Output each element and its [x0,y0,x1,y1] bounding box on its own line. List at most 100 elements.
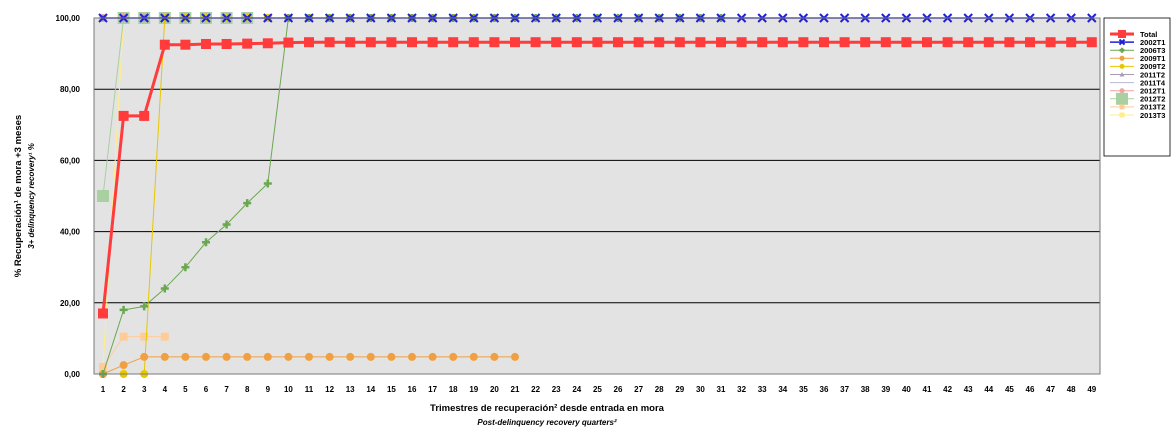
legend-label: 2012T2 [1140,95,1165,104]
data-point [202,352,210,361]
data-point [1119,104,1125,110]
data-point [942,37,953,48]
data-point [490,352,499,361]
series-2009t1 [99,352,519,378]
data-point [736,37,747,48]
x-tick-label: 10 [284,385,293,394]
data-point [324,37,335,48]
x-tick-label: 19 [469,385,478,394]
x-tick-label: 46 [1026,385,1035,394]
data-point [674,37,685,48]
data-point [160,284,169,293]
legend-label: 2002T1 [1140,38,1165,47]
series-2013t2 [99,332,169,371]
data-point [118,110,129,121]
data-point [140,352,149,361]
data-point [1119,88,1125,94]
x-tick-label: 18 [449,385,458,394]
data-point [119,332,128,341]
data-point [1119,63,1125,69]
legend-item-2009t1: 2009T1 [1110,54,1165,63]
data-point [140,332,149,341]
data-point [159,39,170,50]
x-tick-label: 15 [387,385,396,394]
x-tick-label: 14 [366,385,375,394]
x-tick-label: 22 [531,385,540,394]
data-point [160,352,169,361]
data-point [860,37,871,48]
data-point [798,37,809,48]
x-tick-label: 37 [840,385,849,394]
x-tick-label: 41 [923,385,932,394]
data-point [592,37,603,48]
legend-box [1103,17,1171,157]
data-point [510,37,520,48]
gridlines [94,88,1100,304]
legend-label: 2009T1 [1140,54,1165,63]
x-tick-label: 47 [1046,385,1055,394]
legend-item-2011t2: 2011T2 [1110,70,1165,79]
data-point [963,37,974,48]
data-point [1025,37,1035,48]
x-tick-label: 39 [881,385,890,394]
x-tick-label: 5 [183,385,188,394]
data-point [222,352,231,361]
x-tick-label: 28 [655,385,664,394]
data-point [181,263,190,272]
data-point [243,352,252,361]
data-point [695,37,706,48]
x-tick-label: 9 [266,385,271,394]
data-point [449,352,458,361]
x-tick-label: 2 [121,385,126,394]
x-tick-label: 13 [346,385,355,394]
data-point [99,362,107,371]
data-point [427,37,438,48]
x-tick-label: 11 [305,385,314,394]
data-point [304,37,314,48]
data-point [1086,37,1097,48]
data-point [1119,72,1125,77]
data-point [839,37,850,48]
x-tick-label: 23 [552,385,561,394]
x-tick-label: 20 [490,385,499,394]
x-tick-label: 27 [634,385,643,394]
data-point [345,37,356,48]
legend-item-2013t2: 2013T2 [1110,103,1165,112]
series-line-2013t2 [102,336,165,368]
y-tick-label: 100,00 [56,14,81,23]
data-point [181,352,190,361]
x-tick-label: 38 [861,385,870,394]
data-point [180,39,191,50]
data-point [139,110,150,121]
data-point [1066,37,1077,48]
x-tick-label: 12 [325,385,334,394]
legend-item-2013t3: 2013T3 [1110,111,1165,120]
legend-item-2012t1: 2012T1 [1110,87,1165,96]
legend-label: 2009T2 [1140,62,1165,71]
x-tick-labels: 1 2 3 4 5 6 7 8 9 10 11 12 13 14 15 16 17 18 19 20 21 22 23 24 2… [101,385,1097,394]
x-tick-label: 34 [778,385,787,394]
x-tick-label: 44 [984,385,993,394]
legend-item-2009t2: 2009T2 [1110,62,1165,71]
data-point [983,37,994,48]
x-tick-label: 1 [101,385,106,394]
data-point [511,352,519,361]
data-point [243,199,252,208]
data-point [242,38,253,49]
data-point [1119,55,1125,61]
data-point [305,352,313,361]
data-point [613,37,623,48]
data-point [366,352,375,361]
data-point [469,352,478,361]
data-point [1119,47,1125,53]
plot-frame [93,17,1101,375]
x-tick-label: 32 [737,385,746,394]
data-point [922,37,932,48]
data-point [551,37,562,48]
legend-item-2002t1: 2002T1 [1110,38,1165,47]
legend-label: 2011T2 [1140,70,1165,79]
legend-swatch-marker [1116,92,1128,105]
legend-label: 2011T4 [1140,78,1166,87]
legend-label: Total [1140,30,1157,39]
